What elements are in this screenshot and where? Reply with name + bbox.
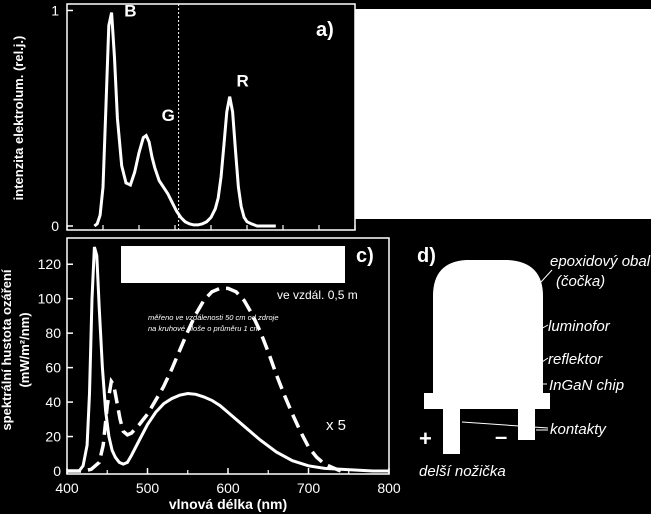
scale-note: x 5 (326, 417, 346, 434)
led-diagram: d) epoxidový obal (čočka) luminofor refl… (417, 245, 651, 480)
irradiance-curve-dashed (67, 286, 342, 473)
chart-c-ylabel-1: spektrální hustota ozáření (0, 269, 14, 430)
chart-c-xtick-label: 400 (55, 480, 79, 496)
chart-c-xtick-label: 500 (136, 480, 160, 496)
panel-label-a: a) (316, 19, 334, 41)
electroluminescence-curve (93, 12, 276, 228)
label-lens: epoxidový obal (550, 253, 651, 270)
panel-label-d: d) (417, 245, 436, 267)
peak-label: B (124, 1, 136, 20)
label-chip: InGaN chip (549, 377, 624, 394)
label-lens-sub: (čočka) (556, 273, 605, 290)
electroluminescence-chart: 01 BGR a) intenzita elektrolum. (rel.j.) (11, 1, 651, 234)
peak-labels: B G R (124, 1, 249, 125)
chart-c-ytick-label: 0 (53, 463, 61, 479)
chart-c-ytick-label: 20 (45, 429, 61, 445)
chart-a-ylabel: intenzita elektrolum. (rel.j.) (11, 36, 26, 201)
chart-c-xtick-label: 800 (377, 480, 401, 496)
label-plus: + (419, 426, 432, 451)
leader-lines (461, 269, 553, 431)
label-reflector: reflektor (548, 351, 603, 368)
chart-c-ytick-label: 40 (45, 394, 61, 410)
chart-c-ticks: 0 20 40 60 80 100 120 400 500 600 700 800 (38, 256, 401, 496)
chart-c-xlabel: vlnová délka (nm) (169, 496, 287, 512)
chart-a-ticks: 01 (51, 2, 356, 234)
chart-c-ytick-label: 120 (38, 256, 62, 272)
measurement-note-1: měřeno ve vzdálenosti 50 cm od zdroje (148, 313, 279, 322)
chart-a-frame (66, 3, 356, 231)
irradiance-curve-solid (67, 246, 389, 473)
led-leg-anode (443, 407, 460, 454)
blank-box-c (121, 246, 345, 283)
peak-label: G (162, 106, 175, 125)
chart-c-ytick-label: 80 (45, 325, 61, 341)
led-flange (424, 393, 550, 409)
chart-a-ytick-label: 0 (51, 218, 59, 234)
label-longer-leg: delší nožička (419, 463, 506, 480)
blank-box-a (355, 9, 651, 219)
panel-label-c: c) (356, 245, 374, 267)
chart-c-ylabel-2: (mW/m²/nm) (17, 312, 32, 387)
label-minus: – (495, 424, 507, 449)
measurement-note-2: na kruhové ploše o průměru 1 cm (148, 324, 260, 333)
label-contacts: kontakty (550, 421, 607, 438)
chart-a-ytick-label: 1 (51, 2, 59, 18)
chart-c-xtick-label: 600 (216, 480, 240, 496)
irradiance-chart: 0 20 40 60 80 100 120 400 500 600 700 800 c) ve vzd… (0, 237, 401, 512)
chart-c-xtick-label: 700 (297, 480, 321, 496)
distance-note: ve vzdál. 0,5 m (277, 288, 358, 302)
peak-label: R (236, 72, 248, 91)
label-phosphor: luminofor (548, 318, 611, 335)
led-leg-cathode (518, 407, 535, 440)
chart-c-ytick-label: 100 (38, 291, 62, 307)
chart-c-ytick-label: 60 (45, 360, 61, 376)
led-lens-body (433, 260, 543, 396)
